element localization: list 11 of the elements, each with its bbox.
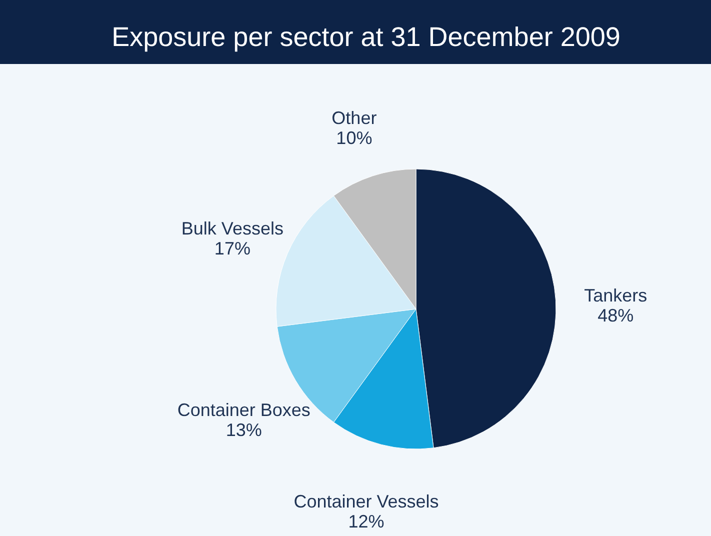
- chart-title: Exposure per sector at 31 December 2009: [112, 22, 620, 52]
- data-label: 10%: [336, 128, 372, 148]
- data-label: 17%: [214, 238, 250, 259]
- slice-label: Container Vessels: [294, 492, 439, 512]
- data-label: 12%: [348, 512, 384, 532]
- slice-label: Container Boxes: [177, 400, 310, 420]
- data-label: 48%: [598, 305, 634, 326]
- slice-label: Other: [332, 108, 377, 128]
- data-label: 13%: [226, 420, 262, 440]
- slice-label: Bulk Vessels: [181, 218, 284, 239]
- slice-label: Tankers: [584, 285, 648, 306]
